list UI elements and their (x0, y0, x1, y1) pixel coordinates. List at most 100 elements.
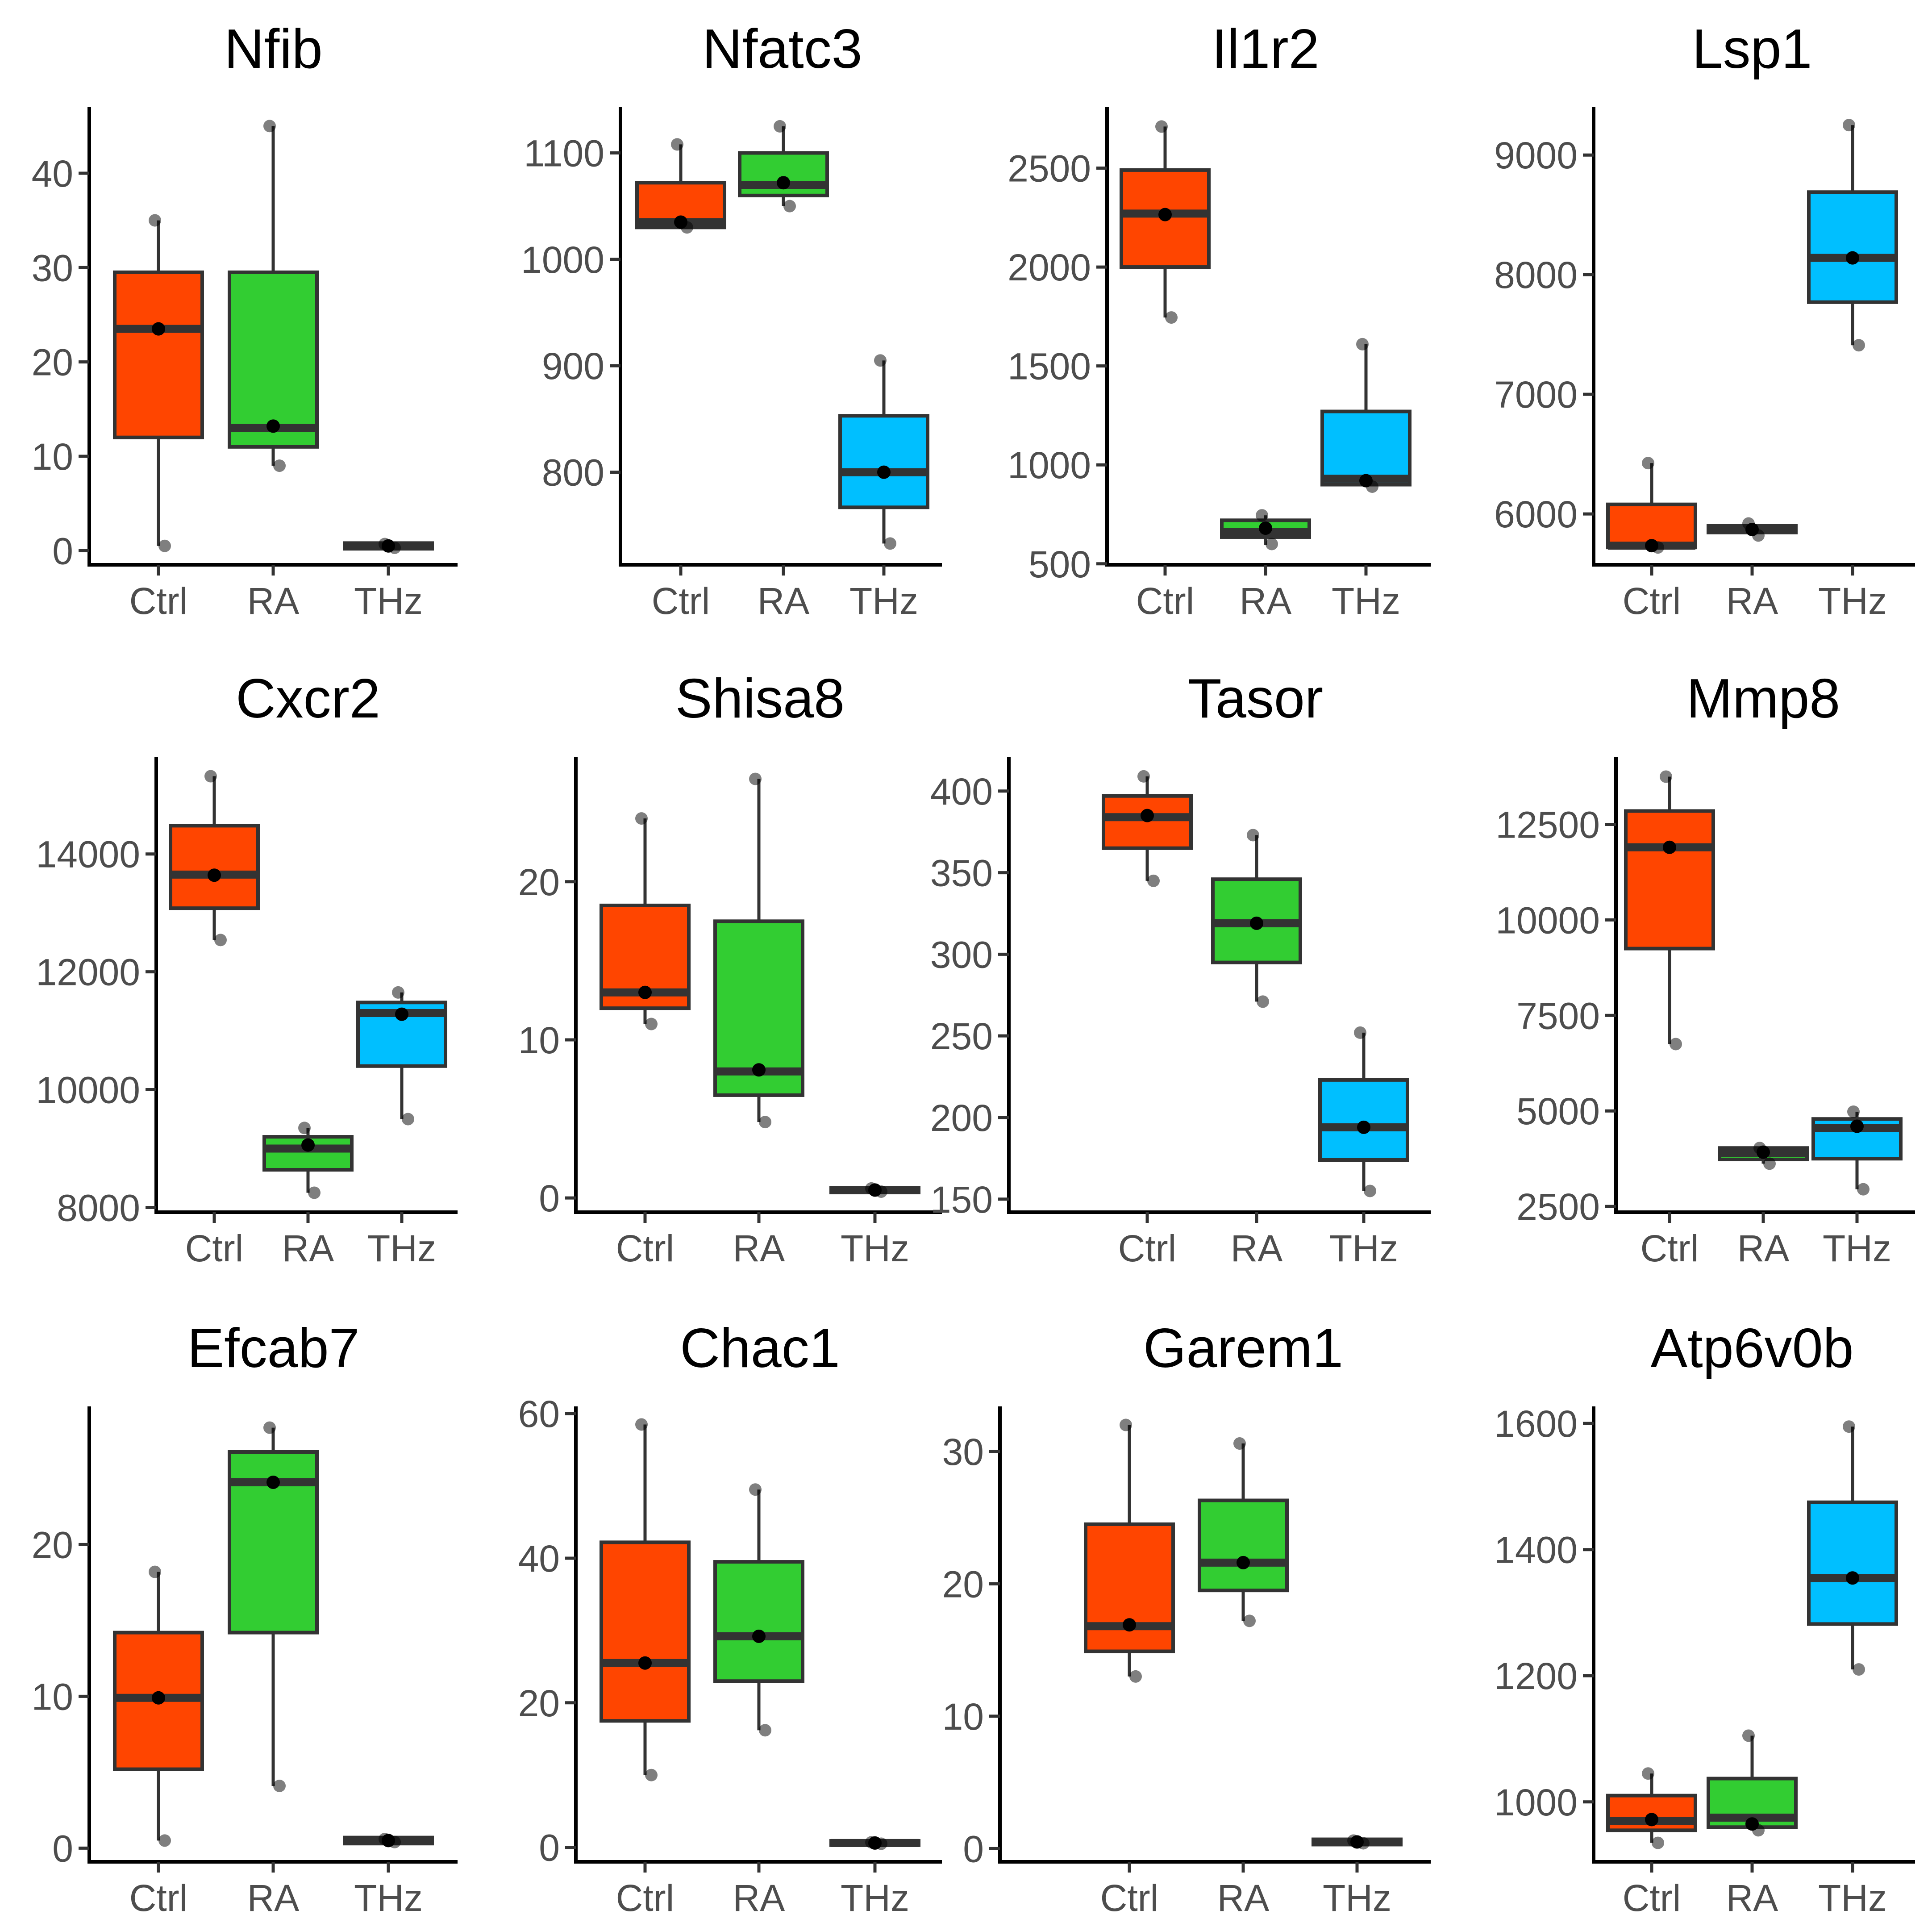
data-point (749, 772, 762, 785)
y-tick-label: 20 (518, 861, 560, 903)
data-point (1259, 521, 1272, 535)
data-point (884, 537, 896, 550)
y-tick-label: 1600 (1494, 1403, 1578, 1445)
data-point (1137, 770, 1150, 783)
data-point (263, 1421, 276, 1434)
x-tick-label-thz: THz (1329, 1227, 1398, 1269)
data-point (1147, 874, 1160, 887)
data-point (1356, 338, 1369, 350)
y-tick-label: 400 (930, 771, 993, 813)
data-point (1763, 1157, 1776, 1170)
y-tick-label: 30 (32, 247, 73, 289)
data-point (1359, 474, 1373, 488)
panel-title-tasor: Tasor (1188, 668, 1323, 730)
x-tick-label-ra: RA (758, 580, 810, 622)
data-point (263, 120, 276, 133)
data-point (273, 459, 286, 472)
data-point (1642, 1767, 1654, 1780)
data-point (1257, 995, 1269, 1008)
data-point (671, 138, 683, 151)
x-tick-label-ctrl: Ctrl (1623, 1877, 1681, 1919)
y-tick-label: 350 (930, 852, 993, 894)
data-point (152, 322, 165, 336)
y-tick-label: 12500 (1495, 804, 1600, 846)
y-tick-label: 10 (32, 436, 73, 478)
data-point (865, 1836, 878, 1849)
data-point (1347, 1834, 1360, 1847)
data-point (1853, 1663, 1865, 1676)
data-point (1745, 1817, 1759, 1831)
data-point (266, 419, 280, 433)
y-tick-label: 20 (942, 1563, 984, 1605)
data-point (1846, 1571, 1859, 1585)
x-tick-label-ctrl: Ctrl (129, 1877, 188, 1919)
x-tick-label-thz: THz (354, 1877, 423, 1919)
data-point (774, 120, 786, 133)
data-point (752, 1629, 766, 1643)
data-point (152, 1691, 165, 1705)
y-tick-label: 60 (518, 1393, 560, 1435)
x-tick-label-ra: RA (282, 1227, 334, 1269)
y-tick-label: 150 (930, 1179, 993, 1221)
box-nfib-ctrl (113, 270, 204, 439)
y-tick-label: 1500 (1008, 346, 1091, 388)
x-tick-label-ctrl: Ctrl (129, 580, 188, 622)
data-point (149, 1565, 161, 1578)
y-tick-label: 7000 (1494, 374, 1578, 416)
x-tick-label-thz: THz (1332, 580, 1400, 622)
data-point (1165, 311, 1178, 324)
data-point (635, 812, 648, 825)
y-tick-label: 10000 (36, 1069, 140, 1111)
data-point (1243, 1614, 1256, 1627)
data-point (635, 1418, 648, 1431)
data-point (273, 1780, 286, 1792)
y-tick-label: 20 (32, 342, 73, 384)
data-point (638, 1656, 652, 1670)
box-il1r2-thz (1320, 409, 1412, 487)
data-point (402, 1113, 414, 1126)
y-tick-label: 1200 (1494, 1655, 1578, 1697)
panel-title-shisa8: Shisa8 (675, 668, 845, 730)
box-garem1-ra (1198, 1498, 1289, 1593)
data-point (877, 465, 891, 479)
y-tick-label: 500 (1028, 543, 1091, 585)
panel-title-garem1: Garem1 (1143, 1318, 1343, 1379)
x-tick-label-thz: THz (1818, 580, 1887, 622)
y-tick-label: 7500 (1516, 995, 1600, 1037)
x-tick-label-ra: RA (733, 1877, 785, 1919)
y-tick-label: 2500 (1516, 1186, 1600, 1228)
data-point (1364, 1185, 1376, 1197)
x-tick-label-ctrl: Ctrl (616, 1227, 675, 1269)
x-tick-label-ctrl: Ctrl (1136, 580, 1195, 622)
data-point (645, 1769, 658, 1781)
box-nfib-ra (228, 270, 319, 449)
x-tick-label-thz: THz (849, 580, 918, 622)
data-point (1843, 119, 1855, 132)
x-tick-label-ctrl: Ctrl (1100, 1877, 1159, 1919)
box-chac1-ra (713, 1560, 804, 1683)
x-tick-label-thz: THz (367, 1227, 436, 1269)
y-tick-label: 1400 (1494, 1529, 1578, 1571)
data-point (759, 1116, 771, 1129)
y-tick-label: 0 (52, 530, 73, 572)
x-tick-label-ctrl: Ctrl (1623, 580, 1681, 622)
data-point (298, 1122, 311, 1135)
y-tick-label: 12000 (36, 951, 140, 993)
x-tick-label-thz: THz (1323, 1877, 1391, 1919)
data-point (1843, 1420, 1855, 1433)
y-tick-label: 8000 (57, 1187, 140, 1229)
data-point (1120, 1418, 1132, 1431)
data-point (752, 1063, 766, 1077)
y-tick-label: 40 (32, 153, 73, 195)
data-point (674, 215, 687, 229)
data-point (1250, 916, 1263, 930)
data-point (149, 214, 161, 227)
data-point (379, 538, 391, 551)
data-point (1742, 1729, 1755, 1742)
y-tick-label: 20 (32, 1524, 73, 1566)
y-tick-label: 0 (539, 1177, 560, 1219)
y-tick-label: 0 (539, 1827, 560, 1869)
data-point (1652, 1836, 1664, 1849)
y-tick-label: 6000 (1494, 493, 1578, 535)
